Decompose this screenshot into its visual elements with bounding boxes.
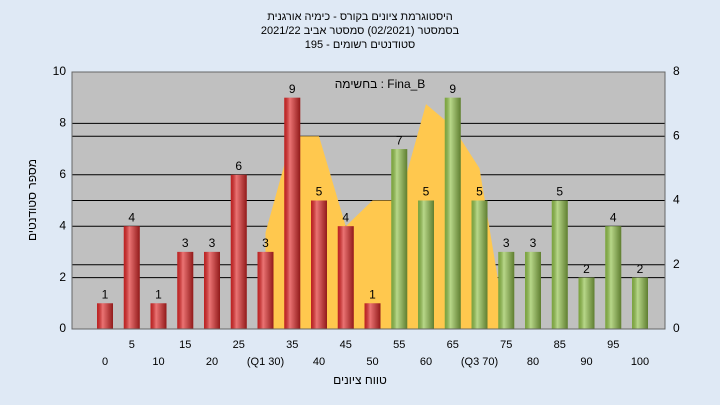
bar-shade: [578, 277, 595, 329]
x-tick-label: 85: [554, 339, 566, 351]
bar-shade: [230, 174, 247, 329]
bar-shade: [337, 226, 354, 329]
y2-tick-label: 0: [673, 321, 680, 335]
x-tick-label: 15: [179, 339, 191, 351]
data-label: 5: [423, 185, 430, 199]
x-tick-label: 65: [447, 339, 459, 351]
y-tick-label: 10: [53, 64, 67, 78]
data-label: 7: [396, 133, 403, 147]
data-label: 4: [610, 210, 617, 224]
x-tick-label: 50: [366, 356, 378, 368]
x-tick-label: 40: [313, 356, 325, 368]
y-tick-label: 0: [59, 321, 66, 335]
bar-shade: [177, 251, 194, 329]
x-tick-label: 20: [206, 356, 218, 368]
x-tick-label: 80: [527, 356, 539, 368]
data-label: 3: [262, 236, 269, 250]
bar-shade: [257, 251, 274, 329]
x-tick-label: 90: [580, 356, 592, 368]
bar-shade: [444, 97, 461, 329]
chart-title: היסטוגרמת ציונים בקורס - כימיה אורגנית: [267, 11, 453, 23]
data-label: 9: [289, 82, 296, 96]
bar-shade: [311, 200, 327, 329]
y-tick-label: 2: [59, 270, 66, 284]
bar-shade: [632, 277, 648, 329]
x-tick-label: (Q1 30): [247, 356, 284, 368]
x-tick-label: 0: [102, 356, 108, 368]
bar-shade: [204, 251, 220, 329]
x-tick-label: 75: [500, 339, 512, 351]
data-label: 1: [155, 287, 162, 301]
data-label: 1: [102, 287, 109, 301]
data-label: 5: [556, 185, 563, 199]
x-tick-label: 25: [233, 339, 245, 351]
x-tick-label: 100: [631, 356, 649, 368]
bar-shade: [284, 97, 301, 329]
y-tick-label: 6: [59, 167, 66, 181]
data-label: 3: [503, 236, 510, 250]
bar-shade: [150, 303, 167, 329]
y-axis-title: מספר סטודנטים: [25, 159, 39, 241]
data-label: 6: [235, 159, 242, 173]
data-label: 3: [182, 236, 189, 250]
x-axis-title: טווח ציונים: [333, 373, 387, 387]
data-label: 4: [128, 210, 135, 224]
data-label: 3: [209, 236, 216, 250]
data-label: 1: [369, 287, 376, 301]
x-tick-label: 10: [152, 356, 164, 368]
bar-shade: [605, 226, 622, 329]
annotation: בחשימה : Fina_B: [335, 77, 426, 91]
bar-shade: [525, 251, 541, 329]
x-tick-label: 35: [286, 339, 298, 351]
x-tick-label: 60: [420, 356, 432, 368]
y2-tick-label: 6: [673, 128, 680, 142]
y2-tick-label: 4: [673, 193, 680, 207]
data-label: 5: [476, 185, 483, 199]
x-tick-label: 55: [393, 339, 405, 351]
bar-shade: [418, 200, 434, 329]
bar-shade: [498, 251, 515, 329]
chart-subtitle: סטודנטים רשומים - 195: [305, 39, 416, 51]
x-tick-label: 5: [129, 339, 135, 351]
y-tick-label: 4: [59, 218, 66, 232]
y2-tick-label: 8: [673, 64, 680, 78]
bar-shade: [364, 303, 381, 329]
plot-border: [71, 71, 666, 330]
data-label: 9: [449, 82, 456, 96]
data-label: 2: [583, 262, 590, 276]
y2-tick-label: 2: [673, 257, 680, 271]
bar-shade: [123, 226, 140, 329]
x-tick-label: 45: [340, 339, 352, 351]
data-label: 2: [637, 262, 644, 276]
bar-shade: [97, 303, 113, 329]
data-label: 3: [530, 236, 537, 250]
data-label: 4: [342, 210, 349, 224]
x-tick-label: (Q3 70): [461, 356, 498, 368]
x-tick-label: 95: [607, 339, 619, 351]
y-tick-label: 8: [59, 116, 66, 130]
bar-shade: [551, 200, 568, 329]
data-label: 5: [316, 185, 323, 199]
bar-shade: [471, 200, 488, 329]
chart-subtitle: בסמסטר (02/2021) סמסטר אביב 2021/22: [261, 25, 460, 37]
bar-shade: [391, 149, 408, 329]
